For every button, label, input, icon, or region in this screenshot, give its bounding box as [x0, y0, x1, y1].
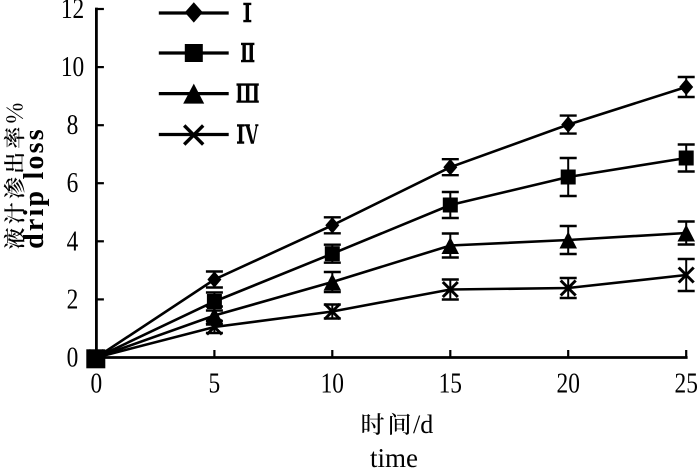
svg-text:2: 2 [67, 283, 79, 315]
svg-text:8: 8 [67, 109, 79, 141]
svg-text:10: 10 [61, 51, 84, 83]
svg-text:0: 0 [67, 341, 79, 373]
svg-text:drip loss: drip loss [19, 127, 50, 249]
svg-text:20: 20 [557, 367, 580, 399]
svg-text:6: 6 [67, 167, 79, 199]
svg-text:25: 25 [675, 367, 698, 399]
svg-text:4: 4 [67, 225, 79, 257]
svg-text:12: 12 [61, 0, 84, 25]
svg-text:/d: /d [413, 410, 433, 439]
svg-text:time: time [370, 443, 418, 469]
svg-text:0: 0 [91, 367, 103, 399]
svg-text:10: 10 [321, 367, 344, 399]
svg-text:5: 5 [209, 367, 221, 399]
svg-text:15: 15 [439, 367, 462, 399]
